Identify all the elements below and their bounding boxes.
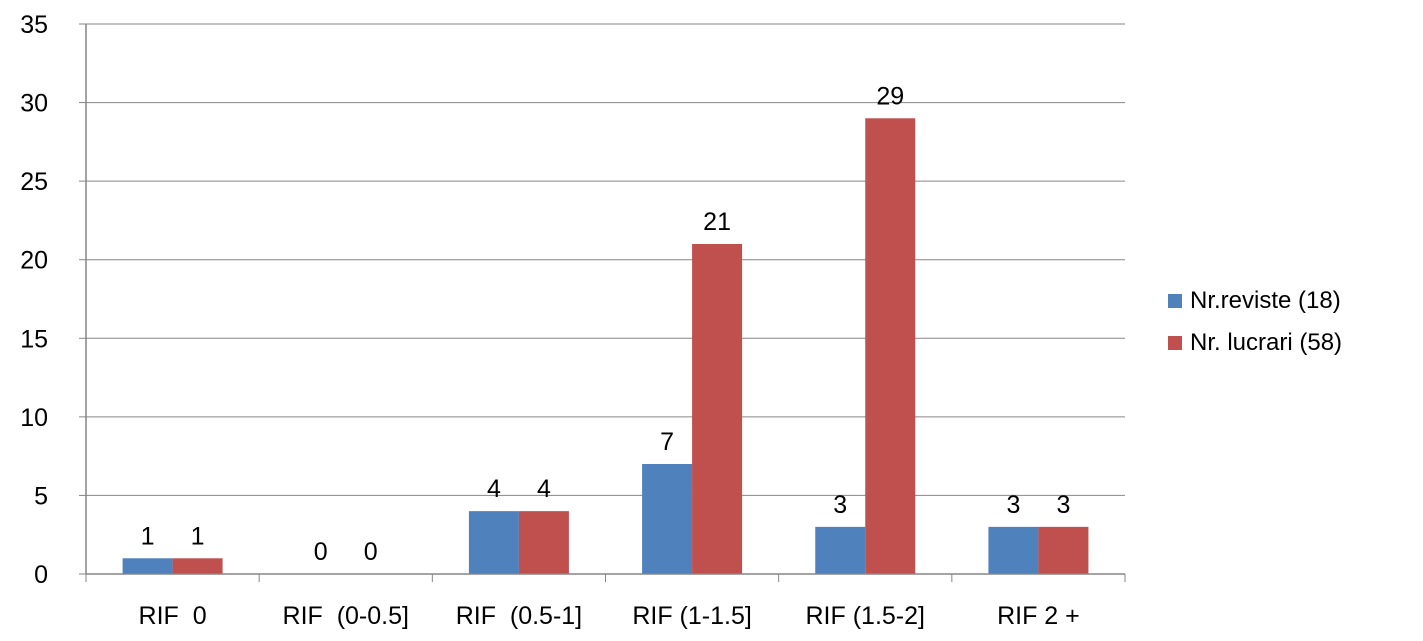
y-tick-label: 25 [20, 168, 48, 196]
bar [865, 118, 916, 575]
legend-swatch-series-2 [1168, 336, 1182, 350]
y-tick-label: 20 [20, 247, 48, 275]
x-category-label: RIF 2 + [997, 602, 1080, 630]
data-label: 4 [487, 475, 501, 503]
data-label: 3 [833, 491, 847, 519]
data-label: 7 [660, 428, 674, 456]
legend-label-series-2: Nr. lucrari (58) [1190, 329, 1343, 356]
y-tick-label: 35 [20, 11, 48, 39]
legend-swatch-series-1 [1168, 294, 1182, 308]
legend-item-series-2: Nr. lucrari (58) [1168, 322, 1342, 364]
data-label: 3 [1006, 491, 1020, 519]
bar [468, 511, 519, 574]
y-tick-label: 0 [34, 561, 48, 589]
axes [85, 24, 1125, 575]
x-axis-categories: RIF 0 RIF (0-0.5] RIF (0.5-1] RIF (1-1.5] RI… [85, 574, 1126, 630]
data-label: 0 [364, 538, 378, 566]
legend-label-series-1: Nr.reviste (18) [1190, 287, 1341, 314]
x-category-label: RIF (0.5-1] [456, 602, 582, 630]
data-label: 21 [703, 208, 731, 236]
bar [1038, 526, 1089, 574]
bar [815, 526, 866, 574]
data-label: 3 [1056, 491, 1070, 519]
x-category-label: RIF (0-0.5] [283, 602, 409, 630]
bar [642, 464, 693, 574]
y-tick-label: 30 [20, 90, 48, 118]
legend: Nr.reviste (18) Nr. lucrari (58) [1168, 280, 1342, 364]
bar [988, 526, 1039, 574]
gridlines [86, 23, 1125, 496]
x-category-label: RIF (1.5-2] [806, 602, 925, 630]
bar [122, 558, 173, 574]
bars [122, 118, 1089, 575]
bar [518, 511, 569, 574]
data-label: 4 [537, 475, 551, 503]
y-tick-label: 10 [20, 404, 48, 432]
bar [172, 558, 223, 574]
data-labels: 1 0 4 7 3 3 1 0 4 21 29 3 [141, 82, 1071, 566]
bar [692, 244, 743, 574]
data-label: 0 [314, 538, 328, 566]
data-label: 29 [876, 82, 904, 110]
data-label: 1 [191, 522, 205, 550]
x-category-label: RIF 0 [139, 602, 207, 630]
y-tick-label: 15 [20, 325, 48, 353]
legend-item-series-1: Nr.reviste (18) [1168, 280, 1342, 322]
y-tick-label: 5 [34, 482, 48, 510]
x-category-label: RIF (1-1.5] [632, 602, 751, 630]
data-label: 1 [141, 522, 155, 550]
y-axis-ticks: 0 5 10 15 20 25 30 35 [20, 11, 86, 589]
